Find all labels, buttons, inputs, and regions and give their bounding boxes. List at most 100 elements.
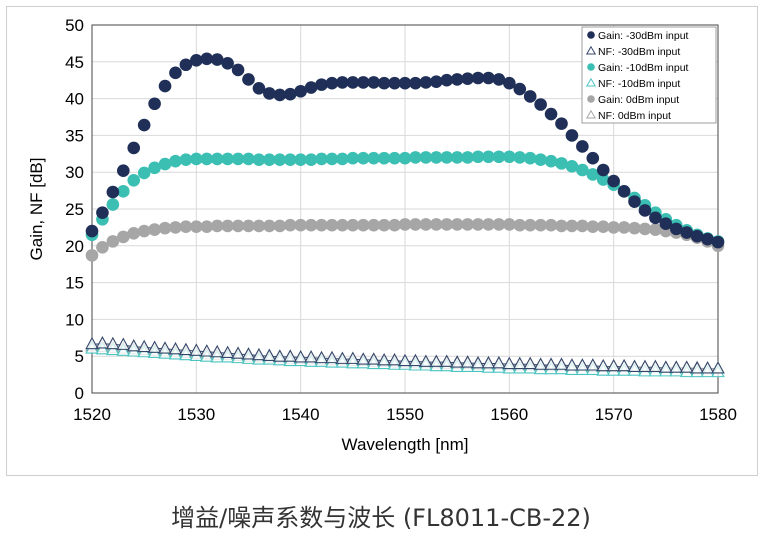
data-point — [513, 218, 527, 232]
data-point — [554, 357, 569, 370]
data-point — [659, 217, 673, 231]
data-point — [502, 356, 517, 370]
data-point — [680, 226, 693, 239]
data-point — [179, 220, 193, 233]
data-point — [315, 152, 328, 166]
data-point — [179, 58, 193, 72]
data-point — [252, 219, 266, 233]
data-point — [158, 79, 172, 93]
legend-label: Gain: 0dBm input — [598, 94, 679, 106]
data-point — [617, 221, 631, 234]
data-point — [96, 206, 109, 219]
data-point — [85, 224, 99, 238]
data-point — [283, 349, 298, 362]
data-point — [565, 129, 579, 142]
data-point — [450, 355, 464, 368]
data-point — [169, 154, 182, 168]
data-point — [148, 223, 161, 236]
data-point — [586, 358, 600, 371]
data-point — [471, 355, 485, 369]
data-point — [523, 90, 537, 103]
x-tick-label: 1520 — [73, 405, 111, 424]
data-point — [336, 218, 349, 232]
data-point — [346, 151, 360, 165]
legend-label: Gain: -30dBm input — [598, 30, 689, 42]
data-point — [398, 218, 412, 231]
data-point — [273, 88, 287, 102]
data-point — [555, 157, 568, 170]
data-point — [85, 336, 99, 350]
data-point — [409, 151, 422, 164]
data-point — [96, 240, 109, 254]
data-point — [503, 150, 516, 164]
data-point — [314, 350, 329, 364]
data-point — [649, 223, 662, 236]
x-tick-label: 1560 — [490, 405, 528, 424]
data-point — [461, 151, 474, 164]
x-tick-label: 1580 — [699, 405, 737, 424]
data-point — [283, 87, 297, 101]
data-point — [168, 341, 183, 355]
data-point — [471, 71, 485, 85]
data-point — [148, 161, 161, 175]
data-point — [117, 164, 130, 178]
x-tick-label: 1550 — [386, 405, 424, 424]
data-point — [304, 218, 318, 232]
data-point — [356, 76, 370, 89]
data-point — [377, 76, 391, 90]
y-tick-label: 10 — [65, 310, 84, 329]
data-point — [106, 235, 120, 248]
data-point — [492, 218, 506, 231]
data-point — [544, 154, 558, 168]
data-point — [482, 150, 495, 164]
data-point — [179, 342, 193, 356]
data-point — [440, 151, 454, 164]
data-point — [544, 107, 558, 121]
data-point — [534, 98, 547, 111]
y-tick-label: 25 — [65, 200, 84, 219]
data-point — [450, 73, 464, 86]
data-point — [460, 355, 475, 368]
data-point — [158, 341, 172, 354]
data-point — [325, 350, 339, 364]
data-point — [252, 347, 266, 361]
data-point — [565, 160, 579, 173]
data-point — [179, 153, 193, 166]
data-point — [471, 150, 485, 164]
data-point — [137, 224, 151, 238]
data-point — [409, 218, 422, 231]
data-point — [711, 235, 725, 249]
plot-area-border — [91, 24, 719, 394]
data-point — [388, 76, 401, 90]
y-tick-label: 5 — [75, 347, 84, 366]
data-point — [690, 361, 704, 374]
data-point — [596, 173, 610, 186]
data-point — [596, 220, 610, 233]
data-point — [387, 352, 402, 366]
data-point — [669, 222, 683, 236]
data-point — [409, 76, 422, 90]
legend-label: Gain: -10dBm input — [598, 62, 689, 74]
data-point — [137, 118, 151, 132]
data-point — [263, 87, 276, 100]
legend-label: NF: -30dBm input — [598, 46, 680, 58]
data-point — [617, 185, 631, 198]
data-point — [482, 71, 495, 85]
data-point — [419, 354, 433, 367]
data-point — [649, 211, 662, 225]
y-tick-label: 15 — [65, 274, 84, 293]
data-point — [242, 73, 255, 86]
data-point — [190, 220, 203, 233]
data-point — [200, 220, 214, 233]
data-point — [273, 219, 287, 233]
data-point — [210, 53, 224, 66]
data-point — [492, 355, 506, 369]
data-point — [252, 153, 266, 166]
legend-marker — [587, 63, 595, 71]
data-point — [169, 221, 182, 234]
data-point — [356, 218, 370, 232]
data-point — [648, 359, 663, 373]
data-point — [607, 174, 620, 188]
data-point — [700, 361, 715, 374]
